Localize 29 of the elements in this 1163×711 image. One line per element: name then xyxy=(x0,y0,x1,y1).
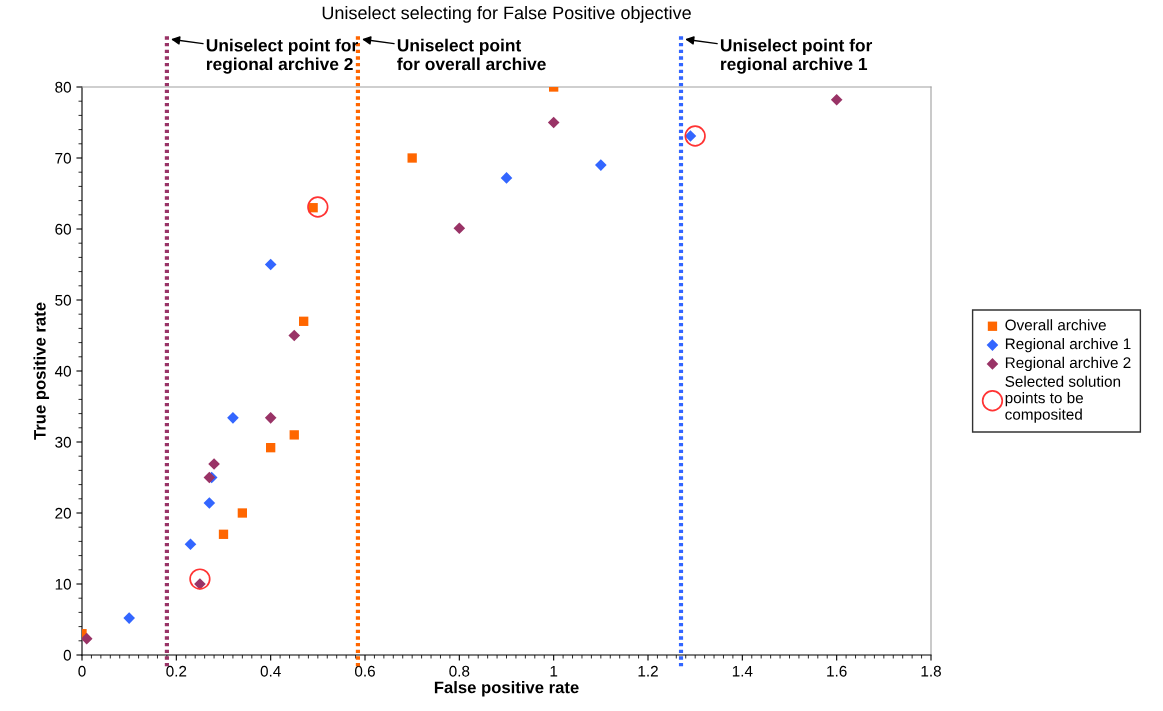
x-tick-label: 0.6 xyxy=(354,665,375,677)
x-tick-label: 0.8 xyxy=(449,665,470,677)
legend-label: Selected solution points to be composited xyxy=(1005,375,1121,423)
x-tick-label: 1.6 xyxy=(827,665,847,677)
y-tick-label: 70 xyxy=(55,152,71,164)
x-tick-label: 1.8 xyxy=(921,665,941,677)
y-tick-label: 80 xyxy=(55,81,71,93)
y-axis-title: True positive rate xyxy=(33,302,50,440)
y-tick-label: 10 xyxy=(55,578,71,590)
x-tick-label: 0 xyxy=(78,665,86,677)
y-tick-label: 40 xyxy=(54,365,71,377)
x-tick-label: 1 xyxy=(550,665,558,677)
x-axis-title: False positive rate xyxy=(434,681,579,697)
y-tick-label: 20 xyxy=(55,507,71,519)
y-tick-label: 0 xyxy=(63,649,71,661)
legend-label: Regional archive 2 xyxy=(1005,356,1131,372)
ref-line-label: Uniselect point for regional archive 2 xyxy=(206,38,358,74)
legend-label: Regional archive 1 xyxy=(1005,338,1131,353)
ref-line-label: Uniselect point for overall archive xyxy=(397,38,546,71)
y-tick-label: 60 xyxy=(55,223,71,235)
x-tick-label: 0.2 xyxy=(166,665,187,677)
chart-title: Uniselect selecting for False Positive objective xyxy=(322,6,691,23)
y-tick-label: 30 xyxy=(55,436,71,448)
y-tick-label: 50 xyxy=(55,294,71,306)
x-tick-label: 0.4 xyxy=(260,665,281,677)
ref-line-label: Uniselect point for regional archive 1 xyxy=(720,38,873,74)
x-tick-label: 1.2 xyxy=(638,665,658,677)
x-tick-label: 1.4 xyxy=(732,665,753,677)
legend-label: Overall archive xyxy=(1005,319,1106,331)
